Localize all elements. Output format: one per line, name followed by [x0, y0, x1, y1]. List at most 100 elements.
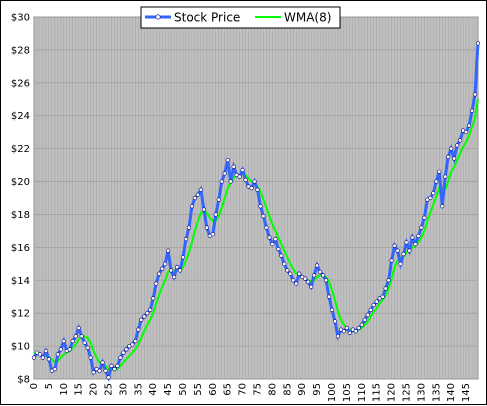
stock-price-point [306, 279, 311, 285]
stock-price-point [261, 214, 266, 219]
legend-box [140, 6, 341, 29]
x-tick-label: 45 [163, 383, 174, 396]
stock-price-point [422, 215, 427, 220]
x-tick-label: 115 [372, 383, 383, 402]
stock-price-point [201, 207, 206, 212]
stock-price-point [344, 325, 349, 331]
stock-price-point [452, 156, 457, 161]
stock-price-point [106, 375, 111, 380]
stock-price-point [389, 258, 394, 263]
stock-price-point [431, 190, 436, 196]
stock-price-point [335, 334, 341, 339]
stock-price-point [225, 158, 230, 163]
x-tick-label: 60 [208, 383, 219, 396]
x-tick-label: 10 [59, 383, 70, 396]
stock-price-point [118, 355, 123, 360]
stock-price-point [192, 195, 198, 201]
stock-price-point [428, 195, 433, 201]
stock-price-point [332, 319, 338, 324]
stock-price-point [112, 367, 117, 372]
stock-price-point [353, 329, 358, 334]
stock-price-point [443, 174, 448, 179]
stock-price-point [148, 307, 153, 312]
y-tick-label: $22 [11, 144, 30, 155]
y-tick-label: $18 [11, 210, 30, 221]
stock-price-point [180, 255, 186, 260]
x-tick-label: 130 [416, 383, 427, 402]
stock-price-point [130, 342, 135, 347]
stock-price-point [401, 251, 406, 257]
x-tick-label: 55 [193, 383, 204, 396]
x-tick-label: 70 [238, 383, 249, 396]
stock-price-point [174, 265, 180, 270]
x-tick-label: 30 [118, 383, 129, 396]
stock-price-point [258, 204, 263, 209]
x-tick-label: 80 [267, 383, 278, 396]
stock-price-point [168, 268, 174, 273]
x-tick-label: 140 [446, 383, 457, 402]
stock-price-point [371, 302, 376, 308]
x-tick-label: 100 [327, 383, 338, 402]
stock-price-point [386, 278, 391, 283]
stock-price-point [91, 370, 96, 375]
stock-price-point [237, 174, 242, 179]
stock-price-point [228, 179, 233, 184]
stock-price-point [222, 171, 227, 176]
stock-price-point [407, 248, 412, 253]
stock-price-point [88, 355, 93, 360]
stock-price-point [398, 261, 403, 266]
stock-price-point [320, 273, 326, 278]
stock-price-point [139, 317, 144, 322]
stock-price-point [410, 235, 415, 240]
stock-price-point [136, 327, 141, 332]
stock-price-point [46, 357, 51, 362]
x-tick-label: 40 [148, 383, 159, 396]
stock-price-point [61, 339, 66, 344]
stock-price-point [133, 339, 138, 344]
stock-price-point [413, 241, 418, 247]
x-tick-label: 50 [178, 383, 189, 396]
stock-price-point [437, 169, 442, 174]
stock-price-point [216, 197, 221, 202]
stock-price-point [416, 233, 421, 238]
stock-price-point [219, 179, 224, 184]
stock-price-point [446, 154, 451, 159]
stock-price-point [97, 368, 102, 373]
stock-price-point [356, 325, 361, 331]
stock-price-point [213, 212, 218, 217]
x-tick-label: 65 [223, 383, 234, 396]
stock-price-point [52, 367, 57, 372]
x-tick-label: 135 [431, 383, 442, 402]
stock-price-point [472, 92, 478, 97]
stock-price-point [82, 340, 87, 345]
stock-price-point [383, 286, 388, 291]
stock-price-point [142, 314, 147, 319]
stock-price-point [160, 266, 165, 271]
stock-price-point [362, 317, 367, 322]
stock-price-point [466, 123, 472, 128]
legend-wma-label: WMA(8) [284, 11, 331, 25]
stock-price-point [323, 278, 329, 283]
stock-price-point [79, 334, 84, 339]
x-tick-label: 120 [387, 383, 398, 402]
y-tick-label: $16 [11, 243, 30, 254]
stock-price-point [145, 311, 150, 316]
y-tick-label: $14 [11, 276, 30, 287]
stock-price-point [329, 307, 335, 312]
stock-price-point [317, 269, 323, 275]
plot-background [33, 16, 479, 380]
stock-price-point [186, 225, 192, 230]
stock-price-point [449, 146, 454, 151]
stock-price-point [404, 240, 409, 245]
stock-price-point [264, 225, 269, 230]
stock-price-point [309, 284, 314, 289]
stock-price-point [267, 235, 272, 240]
stock-price-point [249, 186, 254, 191]
stock-price-point [294, 281, 299, 286]
stock-price-point [43, 348, 49, 354]
stock-price-point [157, 271, 162, 276]
stock-price-point [76, 325, 81, 331]
x-tick-label: 145 [461, 383, 472, 402]
